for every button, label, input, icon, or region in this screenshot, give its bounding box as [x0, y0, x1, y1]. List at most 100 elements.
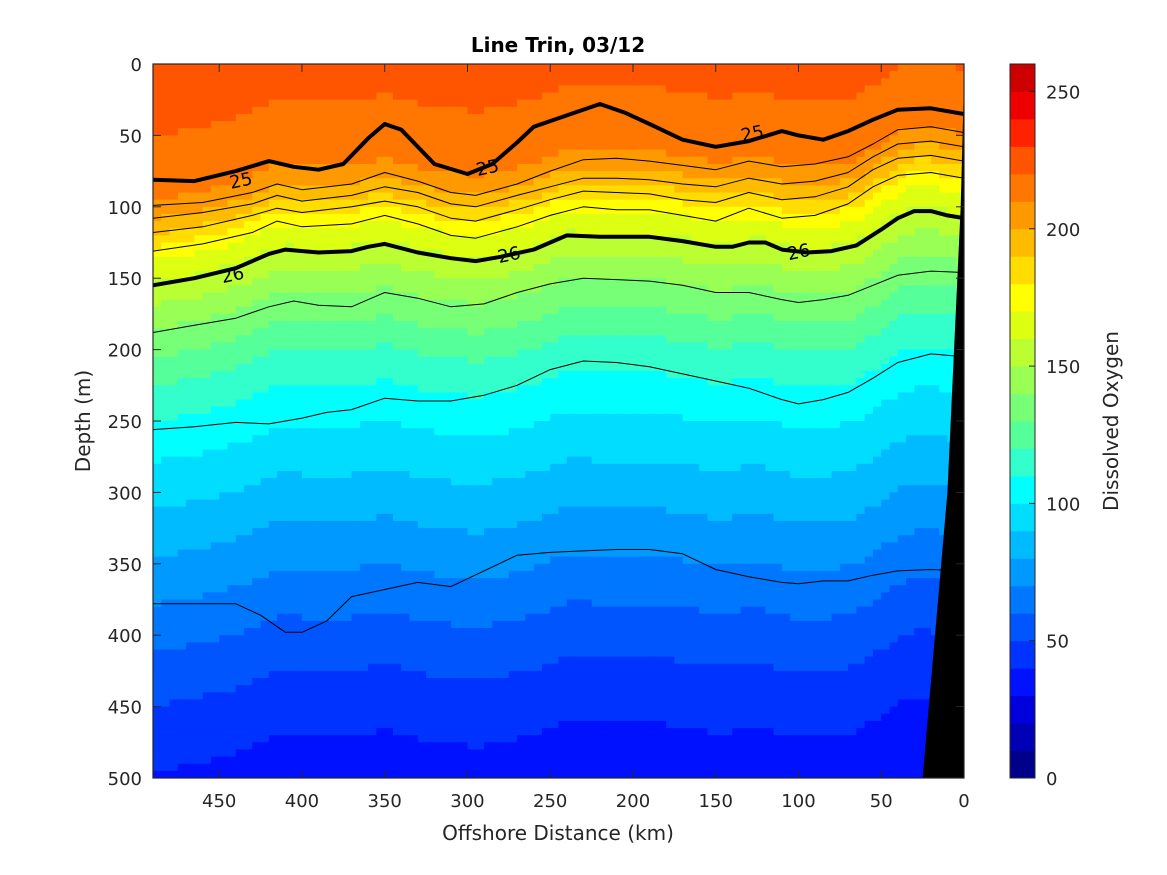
oxygen-cell: [417, 385, 427, 394]
oxygen-cell: [359, 570, 369, 579]
oxygen-cell: [293, 263, 303, 272]
oxygen-cell: [252, 313, 262, 322]
oxygen-cell: [508, 699, 518, 708]
oxygen-cell: [318, 499, 328, 508]
oxygen-cell: [392, 520, 402, 529]
oxygen-cell: [219, 635, 229, 643]
oxygen-cell: [310, 306, 320, 315]
oxygen-cell: [252, 606, 262, 615]
oxygen-cell: [525, 206, 535, 215]
oxygen-cell: [219, 563, 229, 572]
oxygen-cell: [492, 421, 502, 429]
oxygen-cell: [293, 613, 303, 622]
oxygen-cell: [177, 192, 187, 201]
oxygen-cell: [492, 406, 502, 415]
oxygen-cell: [318, 299, 328, 308]
oxygen-cell: [558, 228, 568, 236]
oxygen-cell: [384, 342, 394, 351]
oxygen-cell: [277, 563, 287, 572]
oxygen-cell: [194, 371, 204, 379]
oxygen-cell: [475, 113, 485, 122]
oxygen-cell: [318, 470, 328, 479]
oxygen-cell: [318, 642, 328, 651]
oxygen-cell: [359, 728, 369, 736]
oxygen-cell: [384, 513, 394, 522]
oxygen-cell: [426, 421, 435, 429]
oxygen-cell: [293, 506, 303, 515]
oxygen-cell: [210, 556, 220, 565]
oxygen-cell: [177, 492, 187, 501]
oxygen-cell: [194, 213, 204, 222]
oxygen-cell: [252, 585, 262, 593]
oxygen-cell: [392, 670, 402, 679]
oxygen-cell: [500, 335, 510, 344]
oxygen-cell: [277, 578, 287, 586]
oxygen-cell: [484, 549, 493, 558]
oxygen-cell: [169, 442, 179, 451]
oxygen-cell: [368, 221, 378, 229]
oxygen-cell: [533, 635, 543, 643]
oxygen-cell: [368, 549, 378, 558]
oxygen-cell: [186, 506, 195, 515]
oxygen-cell: [558, 378, 568, 386]
oxygen-cell: [401, 585, 411, 593]
oxygen-cell: [244, 406, 253, 415]
oxygen-cell: [252, 470, 262, 479]
oxygen-cell: [210, 199, 220, 208]
oxygen-cell: [301, 199, 311, 208]
oxygen-cell: [227, 478, 237, 486]
oxygen-cell: [202, 292, 212, 301]
oxygen-cell: [219, 556, 229, 565]
oxygen-cell: [533, 592, 543, 601]
oxygen-cell: [194, 628, 204, 636]
oxygen-cell: [169, 520, 179, 529]
oxygen-cell: [194, 513, 204, 522]
oxygen-cell: [500, 535, 510, 543]
oxygen-cell: [475, 542, 485, 551]
oxygen-cell: [310, 542, 320, 551]
oxygen-cell: [384, 599, 394, 608]
oxygen-cell: [392, 463, 402, 472]
oxygen-cell: [359, 506, 369, 515]
oxygen-cell: [417, 542, 427, 551]
oxygen-cell: [310, 520, 320, 529]
oxygen-cell: [326, 421, 336, 429]
oxygen-cell: [376, 606, 386, 615]
oxygen-cell: [492, 585, 502, 593]
oxygen-cell: [368, 620, 378, 629]
oxygen-cell: [484, 349, 493, 358]
oxygen-cell: [343, 599, 353, 608]
oxygen-cell: [177, 292, 187, 301]
oxygen-cell: [301, 71, 311, 79]
oxygen-cell: [459, 742, 469, 751]
oxygen-cell: [202, 106, 212, 115]
oxygen-cell: [310, 470, 320, 479]
oxygen-cell: [459, 249, 469, 258]
oxygen-cell: [541, 271, 551, 279]
oxygen-cell: [268, 728, 278, 736]
oxygen-cell: [368, 178, 378, 186]
oxygen-cell: [426, 142, 435, 151]
oxygen-cell: [459, 428, 469, 436]
oxygen-cell: [177, 456, 187, 465]
oxygen-cell: [467, 199, 477, 208]
oxygen-cell: [161, 113, 171, 122]
oxygen-cell: [161, 713, 171, 722]
oxygen-cell: [161, 470, 171, 479]
oxygen-cell: [401, 306, 411, 315]
oxygen-cell: [186, 106, 195, 115]
oxygen-cell: [359, 763, 369, 772]
oxygen-cell: [285, 178, 295, 186]
oxygen-cell: [492, 520, 502, 529]
oxygen-cell: [558, 542, 568, 551]
oxygen-cell: [351, 378, 361, 386]
oxygen-cell: [442, 578, 452, 586]
oxygen-cell: [500, 99, 510, 108]
oxygen-cell: [177, 642, 187, 651]
oxygen-cell: [153, 413, 162, 422]
oxygen-cell: [194, 542, 204, 551]
oxygen-cell: [450, 563, 460, 572]
oxygen-cell: [376, 585, 386, 593]
oxygen-cell: [153, 335, 162, 344]
oxygen-cell: [293, 585, 303, 593]
